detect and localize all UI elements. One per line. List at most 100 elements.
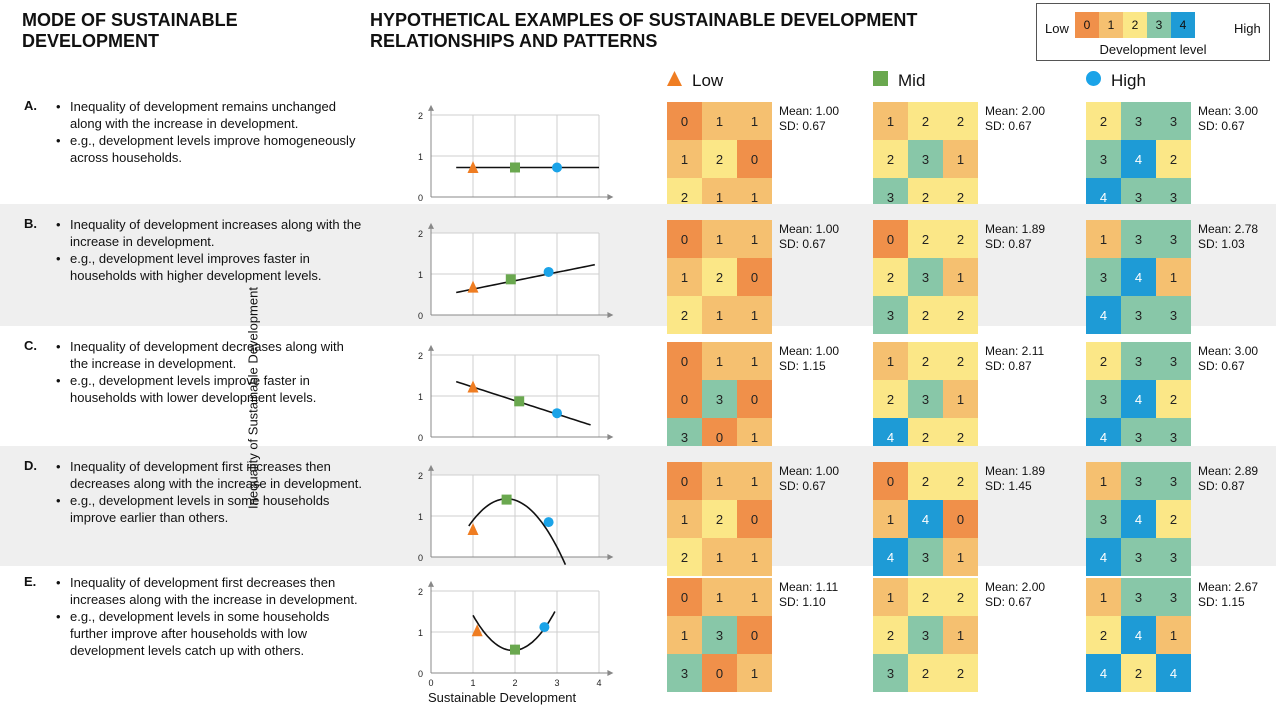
grid-cell: 2 xyxy=(908,296,943,334)
grid-cell: 3 xyxy=(873,654,908,692)
grid-cell: 1 xyxy=(702,342,737,380)
section-title-examples: HYPOTHETICAL EXAMPLES OF SUSTAINABLE DEV… xyxy=(370,10,918,51)
legend-low-label: Low xyxy=(1045,21,1069,36)
grid-stats: Mean: 1.89 SD: 1.45 xyxy=(985,464,1045,494)
high-circle-marker xyxy=(552,162,562,173)
section-title-mode: MODE OF SUSTAINABLE DEVELOPMENT xyxy=(22,10,238,51)
low-triangle-marker xyxy=(467,523,479,536)
grid-cell: 0 xyxy=(667,578,702,616)
grid-cell: 1 xyxy=(737,220,772,258)
mid-square-marker xyxy=(514,396,525,407)
sd-value: SD: 1.03 xyxy=(1198,237,1245,251)
grid-cell: 4 xyxy=(1121,140,1156,178)
y-tick-label: 2 xyxy=(418,587,423,597)
y-tick-label: 1 xyxy=(418,270,423,280)
grid-stats: Mean: 1.89 SD: 0.87 xyxy=(985,222,1045,252)
grid-cell: 3 xyxy=(1086,380,1121,418)
square-marker-icon xyxy=(873,71,888,91)
grid-cell: 1 xyxy=(702,220,737,258)
grid-cell: 4 xyxy=(1121,616,1156,654)
grid-cell: 3 xyxy=(1121,102,1156,140)
low-triangle-marker xyxy=(471,624,483,637)
sd-value: SD: 0.67 xyxy=(779,479,826,493)
high-circle-marker xyxy=(552,408,562,419)
grid-cell: 2 xyxy=(667,296,702,334)
grid-stats: Mean: 2.78 SD: 1.03 xyxy=(1198,222,1258,252)
mini-plot: 0 1 2 xyxy=(418,222,614,321)
row-letter: E. xyxy=(24,574,37,589)
mean-value: Mean: 1.00 xyxy=(779,464,840,478)
grid-cell: 4 xyxy=(1086,654,1121,692)
grid-cell: 2 xyxy=(943,296,978,334)
grid-cell: 2 xyxy=(943,578,978,616)
grid-cell: 0 xyxy=(737,380,772,418)
y-tick-label: 0 xyxy=(418,669,423,679)
grid-cell: 1 xyxy=(943,616,978,654)
mean-value: Mean: 1.00 xyxy=(779,344,840,358)
sd-value: SD: 0.87 xyxy=(1198,479,1245,493)
y-tick-label: 2 xyxy=(418,471,423,481)
grid-cell: 4 xyxy=(1086,538,1121,576)
mid-square-marker xyxy=(501,494,512,505)
grid-cell: 0 xyxy=(737,500,772,538)
y-tick-label: 0 xyxy=(418,553,423,563)
grid-cell: 0 xyxy=(873,462,908,500)
grid-cell: 1 xyxy=(873,578,908,616)
mean-value: Mean: 2.67 xyxy=(1198,580,1259,594)
y-tick-label: 2 xyxy=(418,229,423,239)
bullet-point: Inequality of development increases alon… xyxy=(56,216,362,250)
grid-stats: Mean: 2.89 SD: 0.87 xyxy=(1198,464,1258,494)
sd-value: SD: 1.15 xyxy=(1198,595,1245,609)
grid-stats: Mean: 2.67 SD: 1.15 xyxy=(1198,580,1258,610)
row-description: Inequality of development first increase… xyxy=(50,458,362,526)
y-axis-arrow-icon xyxy=(428,222,434,229)
grid-cell: 3 xyxy=(1086,140,1121,178)
column-header-label: Low xyxy=(692,71,724,90)
legend-swatch-3: 3 xyxy=(1147,12,1171,38)
mini-plot: 0 1 2 xyxy=(418,464,614,566)
grid-cell: 1 xyxy=(873,500,908,538)
grid-cell: 1 xyxy=(943,538,978,576)
row-description: Inequality of development first decrease… xyxy=(50,574,362,659)
grid-cell: 1 xyxy=(702,296,737,334)
grid-cell: 3 xyxy=(908,538,943,576)
grid-cell: 1 xyxy=(943,140,978,178)
bullet-point: e.g., development levels improve homogen… xyxy=(56,132,362,166)
bullet-point: Inequality of development first decrease… xyxy=(56,574,362,608)
y-tick-label: 1 xyxy=(418,392,423,402)
trend-curve xyxy=(456,263,595,294)
x-axis-arrow-icon xyxy=(607,670,614,676)
grid-cell: 0 xyxy=(702,654,737,692)
grid-cell: 2 xyxy=(667,538,702,576)
grid-stats: Mean: 1.11 SD: 1.10 xyxy=(779,580,838,610)
x-axis-arrow-icon xyxy=(607,554,614,560)
grid-cell: 3 xyxy=(1156,538,1191,576)
bullet-point: Inequality of development first increase… xyxy=(56,458,362,492)
sd-value: SD: 0.67 xyxy=(985,119,1032,133)
y-tick-label: 2 xyxy=(418,351,423,361)
grid-cell: 2 xyxy=(908,102,943,140)
mid-square-marker xyxy=(510,162,520,173)
grid-cell: 2 xyxy=(1156,380,1191,418)
x-axis-arrow-icon xyxy=(607,312,614,318)
x-tick-label: 0 xyxy=(428,678,433,688)
mini-plot: 0 1 2 xyxy=(418,344,614,443)
grid-cell: 3 xyxy=(1156,220,1191,258)
grid-stats: Mean: 1.00 SD: 0.67 xyxy=(779,104,839,134)
legend-high-label: High xyxy=(1234,21,1261,36)
grid-cell: 1 xyxy=(702,102,737,140)
grid-cell: 1 xyxy=(737,538,772,576)
mid-square-marker xyxy=(505,274,516,285)
row-description: Inequality of development increases alon… xyxy=(50,216,362,284)
legend-swatch-4: 4 xyxy=(1171,12,1195,38)
grid-stats: Mean: 3.00 SD: 0.67 xyxy=(1198,104,1258,134)
grid-cell: 2 xyxy=(908,654,943,692)
grid-cell: 2 xyxy=(943,342,978,380)
mean-value: Mean: 1.00 xyxy=(779,222,840,236)
grid-cell: 3 xyxy=(908,380,943,418)
grid-cell: 1 xyxy=(737,462,772,500)
